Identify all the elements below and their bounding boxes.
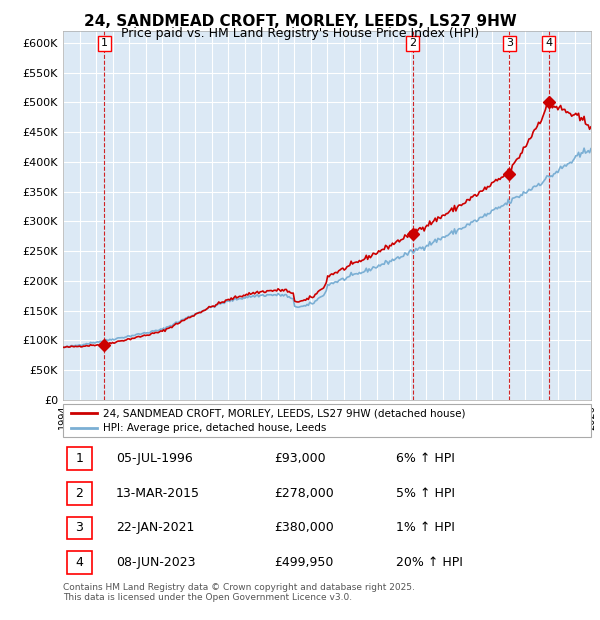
Text: 08-JUN-2023: 08-JUN-2023 (116, 556, 196, 569)
Text: 5% ↑ HPI: 5% ↑ HPI (395, 487, 455, 500)
Bar (67, 482, 92, 505)
Text: 3: 3 (76, 521, 83, 534)
Text: 24, SANDMEAD CROFT, MORLEY, LEEDS, LS27 9HW (detached house): 24, SANDMEAD CROFT, MORLEY, LEEDS, LS27 … (103, 408, 465, 418)
Text: £499,950: £499,950 (274, 556, 334, 569)
Text: £93,000: £93,000 (274, 452, 326, 465)
Text: £380,000: £380,000 (274, 521, 334, 534)
Text: 13-MAR-2015: 13-MAR-2015 (116, 487, 200, 500)
Text: 1% ↑ HPI: 1% ↑ HPI (395, 521, 455, 534)
Text: Price paid vs. HM Land Registry's House Price Index (HPI): Price paid vs. HM Land Registry's House … (121, 27, 479, 40)
Text: 1: 1 (101, 38, 108, 48)
Text: Contains HM Land Registry data © Crown copyright and database right 2025.
This d: Contains HM Land Registry data © Crown c… (63, 583, 415, 602)
Text: 2: 2 (76, 487, 83, 500)
Text: 1: 1 (76, 452, 83, 465)
Bar (67, 516, 92, 539)
Text: 20% ↑ HPI: 20% ↑ HPI (395, 556, 463, 569)
Text: 24, SANDMEAD CROFT, MORLEY, LEEDS, LS27 9HW: 24, SANDMEAD CROFT, MORLEY, LEEDS, LS27 … (83, 14, 517, 29)
Text: 3: 3 (506, 38, 513, 48)
Text: £278,000: £278,000 (274, 487, 334, 500)
Text: 4: 4 (545, 38, 553, 48)
Text: 2: 2 (409, 38, 416, 48)
Text: 22-JAN-2021: 22-JAN-2021 (116, 521, 194, 534)
Text: HPI: Average price, detached house, Leeds: HPI: Average price, detached house, Leed… (103, 423, 326, 433)
Text: 6% ↑ HPI: 6% ↑ HPI (395, 452, 455, 465)
Bar (67, 448, 92, 470)
Text: 05-JUL-1996: 05-JUL-1996 (116, 452, 193, 465)
Bar (67, 551, 92, 574)
Text: 4: 4 (76, 556, 83, 569)
